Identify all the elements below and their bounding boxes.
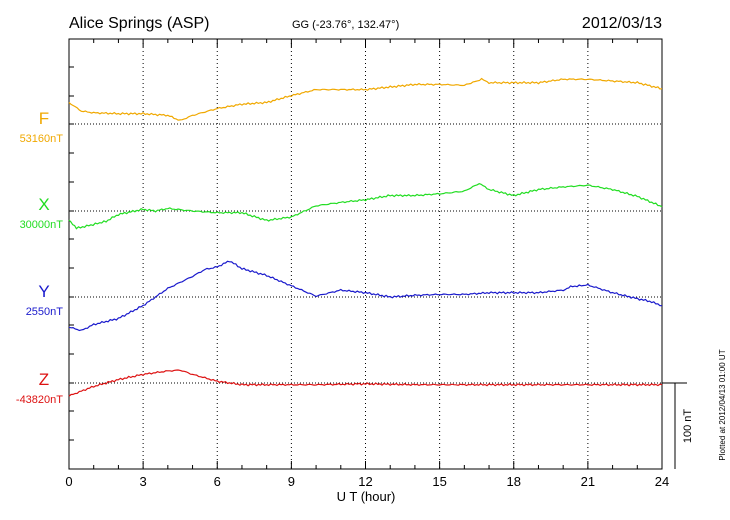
series-name-f: F [39, 109, 49, 128]
grid [69, 39, 662, 469]
x-axis-title: U T (hour) [337, 489, 396, 504]
x-tick-label: 9 [288, 474, 295, 489]
plotted-note: Plotted at 2012/04/13 01:00 UT [718, 349, 727, 460]
chart-date: 2012/03/13 [582, 15, 662, 32]
series-line-y [68, 260, 663, 332]
x-tick-label: 24 [655, 474, 669, 489]
series-group [68, 77, 663, 397]
x-tick-label: 0 [65, 474, 72, 489]
x-tick-label: 18 [507, 474, 521, 489]
scale-bar-label: 100 nT [682, 409, 694, 444]
series-name-z: Z [39, 370, 49, 389]
scale-bar: 100 nT [662, 382, 694, 469]
x-tick-label: 3 [140, 474, 147, 489]
station-coordinates: GG (-23.76°, 132.47°) [292, 19, 399, 31]
series-line-z [68, 369, 663, 397]
x-tick-label: 12 [358, 474, 372, 489]
x-tick-label: 6 [214, 474, 221, 489]
series-name-x: X [38, 195, 49, 214]
baseline-label-f: 53160nT [20, 133, 64, 145]
baseline-label-x: 30000nT [20, 219, 64, 231]
station-title: Alice Springs (ASP) [69, 15, 210, 32]
series-line-x [68, 183, 663, 230]
x-tick-label: 15 [432, 474, 446, 489]
baseline-label-z: -43820nT [16, 394, 63, 406]
series-line-f [68, 77, 663, 121]
series-labels: F 53160nT X 30000nT Y 2550nT Z -43820nT [16, 109, 63, 406]
axis-ticks: 0 3 6 9 12 15 18 21 24 [65, 39, 669, 489]
x-tick-label: 21 [581, 474, 595, 489]
series-name-y: Y [38, 282, 49, 301]
baseline-label-y: 2550nT [26, 306, 64, 318]
